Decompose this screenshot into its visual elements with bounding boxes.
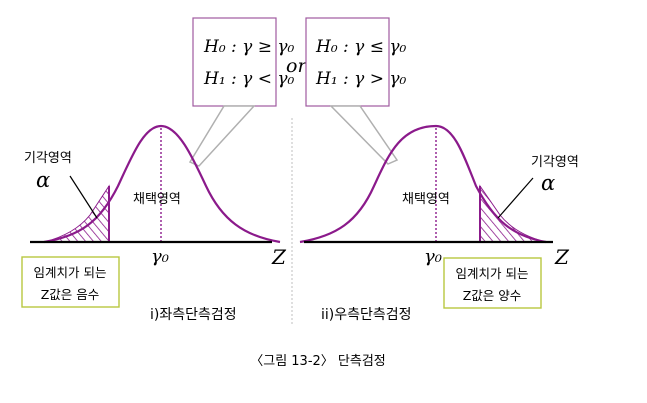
- right-rejection-region: [479, 184, 547, 243]
- right-alpha: α: [541, 171, 555, 195]
- left-critical-note-line1: 임계치가 되는: [34, 265, 107, 280]
- right-hypothesis-h0: H₀ : γ ≤ γ₀: [315, 37, 407, 57]
- left-normal-curve: [43, 124, 281, 244]
- left-critical-note-box: [21, 256, 120, 308]
- left-callout: [188, 105, 256, 167]
- right-panel: H₀ : γ ≤ γ₀ H₁ : γ > γ₀ Z γ₀ 채택영역 기각영역 α…: [299, 17, 579, 323]
- left-panel-title: i)좌측단측검정: [150, 307, 237, 323]
- right-critical-note-line1: 임계치가 되는: [456, 266, 529, 281]
- right-hypothesis-h1: H₁ : γ > γ₀: [315, 69, 407, 89]
- left-panel: H₀ : γ ≥ γ₀ H₁ : γ < γ₀ Z γ₀ 채택영역 기각영역 α…: [21, 17, 295, 323]
- right-critical-note-box: [443, 257, 542, 309]
- left-acceptance-label: 채택영역: [133, 192, 181, 207]
- left-hypothesis-h0: H₀ : γ ≥ γ₀: [203, 37, 295, 57]
- left-alpha: α: [36, 168, 50, 192]
- right-callout: [329, 105, 399, 165]
- left-axis-label: Z: [271, 245, 287, 269]
- right-critical-note-line2: Z값은 양수: [463, 288, 522, 303]
- left-rejection-label: 기각영역: [24, 151, 72, 166]
- right-panel-title: ii)우측단측검정: [321, 307, 412, 323]
- right-axis-label: Z: [554, 245, 570, 269]
- left-center-label: γ₀: [151, 246, 169, 267]
- connector-or: or: [286, 55, 308, 77]
- left-hypothesis-h1: H₁ : γ < γ₀: [203, 69, 295, 89]
- right-alpha-pointer: [497, 177, 534, 219]
- right-center-label: γ₀: [424, 246, 442, 267]
- right-hypothesis-box: [305, 17, 390, 107]
- left-hypothesis-box: [192, 17, 277, 107]
- left-alpha-pointer: [69, 175, 98, 219]
- right-rejection-label: 기각영역: [531, 155, 579, 170]
- right-normal-curve: [299, 124, 547, 244]
- figure-caption: 〈그림 13-2〉 단측검정: [250, 354, 386, 369]
- right-acceptance-label: 채택영역: [402, 192, 450, 207]
- left-critical-note-line2: Z값은 음수: [41, 287, 100, 302]
